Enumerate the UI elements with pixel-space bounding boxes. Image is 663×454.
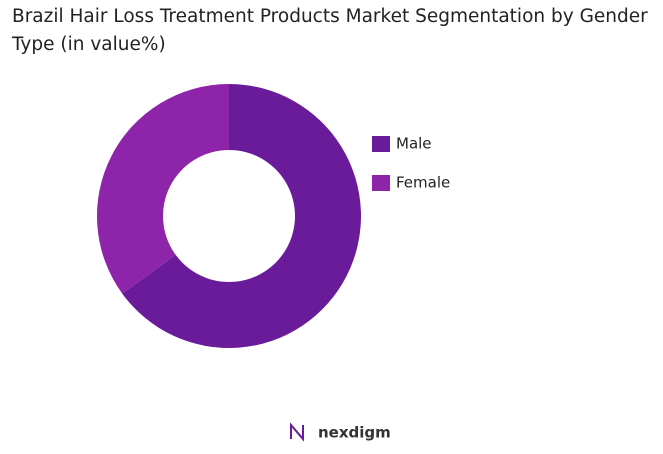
legend-swatch: [372, 136, 390, 152]
chart-title: Brazil Hair Loss Treatment Products Mark…: [12, 6, 648, 55]
logo-text: nexdigm: [318, 424, 391, 442]
donut-slice: [97, 84, 229, 294]
legend-swatch: [372, 175, 390, 191]
legend-label: Female: [396, 174, 450, 192]
donut-slice: [122, 84, 361, 348]
logo: nexdigm: [290, 422, 391, 442]
legend-label: Male: [396, 135, 432, 153]
logo-icon: [290, 422, 304, 442]
